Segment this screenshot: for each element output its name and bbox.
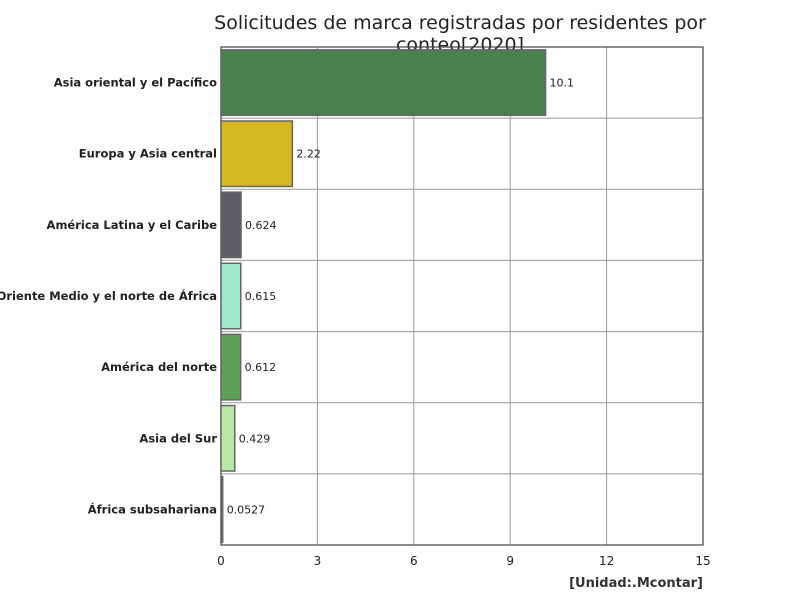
x-tick-label: 6 xyxy=(410,554,418,568)
category-label: Oriente Medio y el norte de África xyxy=(0,288,217,303)
x-tick-label: 15 xyxy=(695,554,710,568)
category-label: Asia oriental y el Pacífico xyxy=(54,76,217,90)
category-label: Asia del Sur xyxy=(139,431,217,445)
bar xyxy=(220,404,236,472)
category-label: América Latina y el Caribe xyxy=(47,218,218,232)
bar xyxy=(220,191,242,259)
plot-frame xyxy=(220,46,704,546)
bar xyxy=(220,475,224,543)
data-label: 0.615 xyxy=(245,290,277,303)
bar xyxy=(220,120,294,188)
data-label: 10.1 xyxy=(550,77,575,90)
bar xyxy=(220,49,547,117)
data-label: 0.429 xyxy=(239,432,271,445)
x-tick-label: 0 xyxy=(217,554,225,568)
data-label: 0.624 xyxy=(245,219,277,232)
bar xyxy=(220,262,242,330)
category-label: Europa y Asia central xyxy=(79,147,217,161)
data-label: 0.612 xyxy=(245,361,276,374)
x-tick-label: 12 xyxy=(599,554,614,568)
category-label: África subsahariana xyxy=(88,501,217,516)
data-label: 2.22 xyxy=(296,148,321,161)
category-label: América del norte xyxy=(101,360,217,374)
unit-label: [Unidad:.Mcontar] xyxy=(569,576,703,591)
x-tick-label: 9 xyxy=(506,554,514,568)
data-label: 0.0527 xyxy=(227,503,266,516)
x-tick-label: 3 xyxy=(314,554,322,568)
bar xyxy=(220,333,242,401)
